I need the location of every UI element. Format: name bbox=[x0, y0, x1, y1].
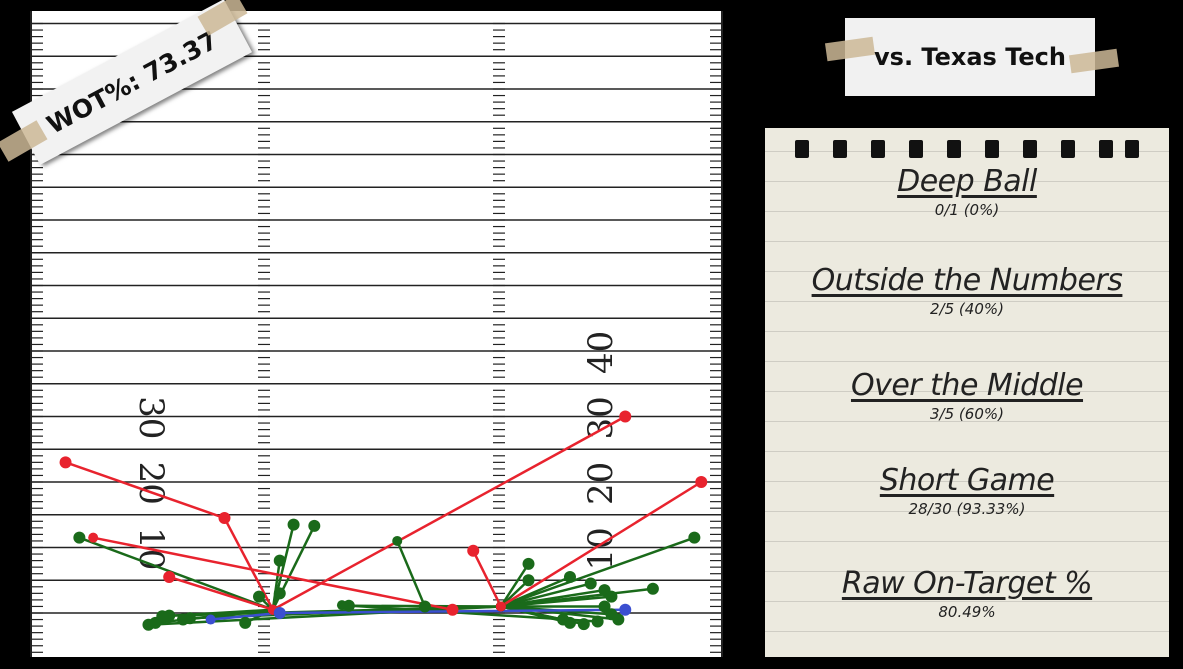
yard-number: 40 bbox=[581, 331, 621, 374]
incomplete-pass-target bbox=[467, 544, 480, 557]
complete-pass-origin bbox=[392, 535, 403, 546]
complete-pass-line bbox=[271, 560, 281, 610]
stat-title: Over the Middle bbox=[850, 368, 1084, 403]
throwaway-pass-target bbox=[619, 603, 632, 616]
complete-pass-target bbox=[577, 618, 590, 631]
incomplete-pass-line bbox=[500, 480, 702, 608]
complete-pass-line bbox=[499, 563, 530, 608]
stat-value: 2/5 (40%) bbox=[930, 300, 1004, 318]
pass-endpoints bbox=[59, 410, 708, 631]
complete-pass-line bbox=[500, 536, 695, 608]
stat-title: Outside the Numbers bbox=[811, 263, 1123, 298]
throwaway-pass-origin bbox=[205, 614, 216, 625]
incomplete-pass-origin bbox=[219, 513, 230, 524]
complete-pass-target bbox=[591, 615, 604, 628]
complete-pass-target bbox=[342, 599, 355, 612]
complete-pass-target bbox=[584, 577, 597, 590]
stat-title: Deep Ball bbox=[897, 164, 1037, 199]
complete-pass-target bbox=[563, 616, 576, 629]
incomplete-pass-target bbox=[59, 456, 72, 469]
complete-pass-target bbox=[253, 590, 266, 603]
pass-lines bbox=[65, 415, 702, 627]
yard-numbers: 30201040302010 bbox=[131, 331, 621, 571]
incomplete-pass-target bbox=[163, 570, 176, 583]
stat-value: 28/30 (93.33%) bbox=[908, 500, 1026, 518]
incomplete-pass-line bbox=[92, 536, 453, 611]
complete-pass-target bbox=[163, 609, 176, 622]
incomplete-pass-line bbox=[472, 550, 502, 608]
yard-number: 20 bbox=[581, 462, 621, 505]
complete-pass-line bbox=[500, 579, 530, 608]
complete-pass-target bbox=[605, 590, 618, 603]
stat-title: Short Game bbox=[879, 463, 1055, 498]
complete-pass-target bbox=[646, 582, 659, 595]
complete-pass-target bbox=[563, 570, 576, 583]
yard-number: 10 bbox=[581, 527, 621, 570]
stat-over-middle: Over the Middle 3/5 (60%) bbox=[765, 368, 1169, 423]
incomplete-pass-origin bbox=[88, 532, 99, 543]
incomplete-pass-target bbox=[695, 476, 708, 488]
hash-marks bbox=[31, 22, 722, 653]
stat-value: 3/5 (60%) bbox=[930, 405, 1004, 423]
incomplete-pass-line bbox=[272, 415, 626, 611]
stat-title: Raw On-Target % bbox=[841, 566, 1093, 601]
stat-short-game: Short Game 28/30 (93.33%) bbox=[765, 463, 1169, 518]
incomplete-pass-line bbox=[168, 575, 274, 611]
throwaway-pass-origin bbox=[274, 608, 285, 618]
complete-pass-line bbox=[500, 582, 592, 608]
stat-value: 80.49% bbox=[938, 603, 996, 621]
complete-pass-target bbox=[522, 557, 535, 570]
complete-pass-target bbox=[239, 616, 252, 629]
opponent-tag: vs. Texas Tech bbox=[845, 18, 1095, 96]
torn-spiral-edge bbox=[765, 122, 1169, 158]
complete-pass-target bbox=[418, 600, 431, 613]
complete-pass-line bbox=[500, 587, 654, 608]
complete-pass-line bbox=[396, 540, 427, 607]
complete-pass-target bbox=[522, 574, 535, 587]
incomplete-pass-target bbox=[619, 410, 632, 423]
complete-pass-target bbox=[183, 612, 196, 625]
complete-pass-line bbox=[78, 536, 274, 611]
throwaway-pass-line bbox=[210, 611, 280, 621]
complete-pass-target bbox=[688, 531, 701, 544]
complete-pass-target bbox=[308, 519, 321, 532]
stat-outside-numbers: Outside the Numbers 2/5 (40%) bbox=[765, 263, 1169, 318]
yard-number: 30 bbox=[131, 396, 171, 439]
complete-pass-target bbox=[273, 587, 286, 600]
complete-pass-target bbox=[142, 618, 155, 631]
stat-value: 0/1 (0%) bbox=[934, 201, 1000, 219]
incomplete-pass-line bbox=[65, 461, 225, 520]
stats-notepad: Deep Ball 0/1 (0%) Outside the Numbers 2… bbox=[765, 122, 1169, 657]
incomplete-pass-line bbox=[223, 517, 274, 611]
yard-number: 30 bbox=[581, 396, 621, 439]
complete-pass-target bbox=[287, 518, 300, 531]
complete-pass-target bbox=[612, 613, 625, 626]
complete-pass-target bbox=[73, 531, 86, 544]
complete-pass-target bbox=[273, 554, 286, 567]
incomplete-pass-origin bbox=[495, 601, 506, 612]
opponent-label: vs. Texas Tech bbox=[874, 43, 1066, 71]
football-field-chart: 30201040302010 bbox=[30, 11, 723, 657]
stat-deep-ball: Deep Ball 0/1 (0%) bbox=[765, 164, 1169, 219]
complete-pass-target bbox=[598, 600, 611, 613]
stat-raw-on-target: Raw On-Target % 80.49% bbox=[765, 566, 1169, 621]
incomplete-pass-target bbox=[446, 603, 459, 616]
